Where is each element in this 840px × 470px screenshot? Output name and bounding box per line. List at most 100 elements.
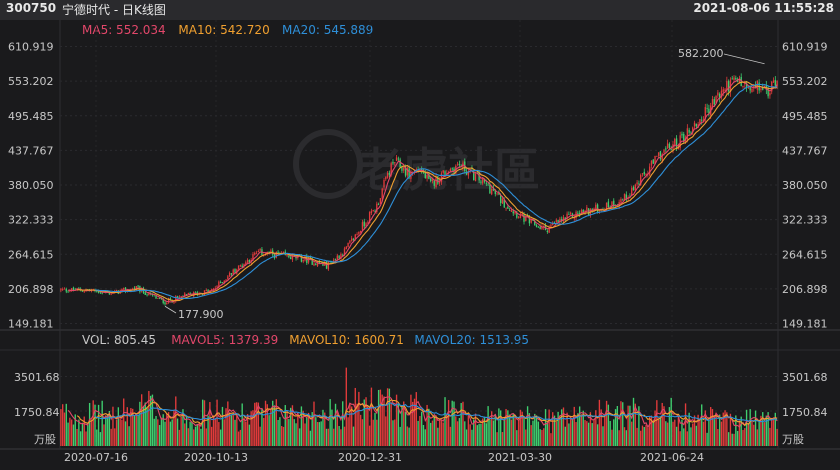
volume-bar xyxy=(507,410,509,446)
volume-bar xyxy=(259,426,261,446)
candle-body xyxy=(727,81,730,92)
volume-bar xyxy=(541,429,543,446)
candle-body xyxy=(735,77,737,80)
volume-bar xyxy=(460,403,462,446)
candle-body xyxy=(340,254,342,260)
volume-bar xyxy=(239,429,242,446)
candle-body xyxy=(683,133,685,143)
volume-bar xyxy=(78,419,80,446)
candle-body xyxy=(342,254,344,256)
candle-body xyxy=(327,261,330,270)
candle-body xyxy=(738,78,741,82)
candle-body xyxy=(363,221,365,227)
volume-bar xyxy=(142,406,145,446)
candle-body xyxy=(386,173,389,178)
volume-bar xyxy=(203,400,206,446)
volume-bar xyxy=(704,410,706,446)
candle-body xyxy=(505,207,507,209)
volume-bar xyxy=(424,429,426,446)
volume-bar xyxy=(501,432,504,446)
volume-bar xyxy=(72,424,75,446)
volume-bar xyxy=(207,415,209,446)
candle-body xyxy=(205,290,207,291)
volume-bar xyxy=(198,422,200,446)
volume-bar xyxy=(521,411,523,446)
candle-body xyxy=(693,122,696,127)
volume-bar xyxy=(252,410,254,446)
price-tick-left: 149.181 xyxy=(8,318,54,331)
volume-bar xyxy=(65,403,67,446)
volume-bar xyxy=(722,412,724,446)
volume-bar xyxy=(552,412,554,446)
volume-bar xyxy=(512,413,514,446)
candle-body xyxy=(367,222,369,224)
candle-body xyxy=(605,202,608,211)
volume-bar xyxy=(499,410,502,446)
candle-body xyxy=(663,149,665,153)
volume-bar xyxy=(625,430,628,446)
volume-bar xyxy=(157,419,159,446)
volume-bar xyxy=(151,394,154,446)
volume-bar xyxy=(496,432,498,446)
volume-bar xyxy=(67,422,69,446)
candle-body xyxy=(613,200,615,207)
volume-bar xyxy=(300,406,303,446)
candle-body xyxy=(566,213,568,220)
candle-body xyxy=(679,135,681,148)
volume-bar xyxy=(738,420,741,446)
volume-bar xyxy=(223,419,225,446)
volume-bar xyxy=(726,412,728,446)
vol-unit-right: 万股 xyxy=(782,433,804,446)
volume-bar xyxy=(379,389,382,446)
candle-body xyxy=(681,133,683,136)
volume-bar xyxy=(613,419,615,446)
title-bar: 300750 宁德时代 - 日K线图 2021-08-06 11:55:28 xyxy=(0,0,840,18)
candle-body xyxy=(83,291,85,293)
candle-body xyxy=(219,282,222,283)
candle-body xyxy=(270,250,272,254)
candle-body xyxy=(555,220,557,222)
volume-bar xyxy=(148,390,150,446)
candle-body xyxy=(444,171,446,175)
volume-bar xyxy=(361,419,364,446)
volume-bar xyxy=(413,398,416,446)
volume-bar xyxy=(706,432,708,446)
volume-bar xyxy=(650,415,653,446)
volume-bar xyxy=(60,409,62,446)
volume-bar xyxy=(381,394,383,446)
candle-body xyxy=(175,296,177,302)
candle-body xyxy=(473,170,475,181)
candle-body xyxy=(720,90,723,98)
candle-body xyxy=(316,261,319,266)
vol-legend-item: MAVOL10: 1600.71 xyxy=(289,333,404,347)
candle-body xyxy=(121,288,123,291)
volume-bar xyxy=(309,430,312,446)
volume-bar xyxy=(329,399,331,446)
candle-body xyxy=(742,86,744,88)
volume-bar xyxy=(701,404,703,446)
candle-body xyxy=(539,226,541,229)
candle-body xyxy=(437,176,439,184)
candle-body xyxy=(232,269,234,274)
volume-bar xyxy=(492,420,495,446)
volume-bar xyxy=(85,431,87,446)
candle-body xyxy=(214,287,216,289)
candle-body xyxy=(715,95,717,103)
candle-body xyxy=(322,263,324,266)
volume-bar xyxy=(485,423,487,446)
volume-bar xyxy=(146,407,148,446)
candle-body xyxy=(740,76,742,86)
candle-body xyxy=(442,170,444,173)
volume-bar xyxy=(643,427,645,446)
price-tick-right: 610.919 xyxy=(782,41,828,54)
volume-bar xyxy=(103,424,105,446)
volume-bar xyxy=(187,428,190,446)
volume-bar xyxy=(557,411,559,446)
candle-body xyxy=(643,171,645,175)
candle-body xyxy=(288,255,290,258)
candle-body xyxy=(275,252,277,258)
mavol10-line xyxy=(76,399,778,427)
candle-body xyxy=(254,252,256,255)
volume-bar xyxy=(266,404,269,446)
